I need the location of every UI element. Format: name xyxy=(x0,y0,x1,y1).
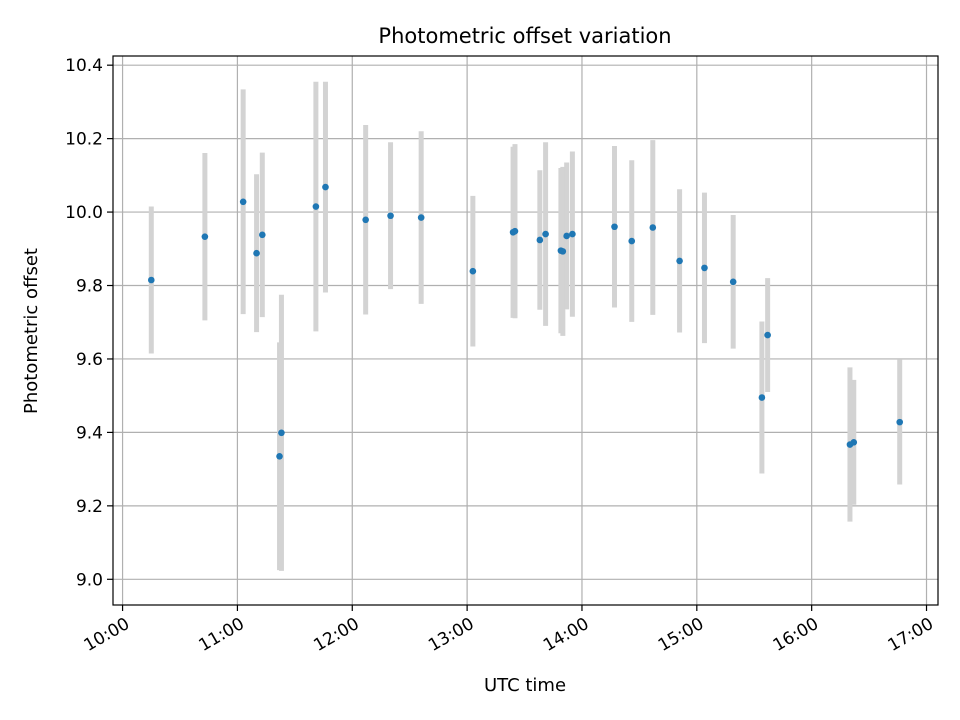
x-tick-label: 15:00 xyxy=(655,614,707,656)
data-point xyxy=(729,278,737,286)
x-tick-label: 10:00 xyxy=(81,614,133,656)
data-point xyxy=(563,232,570,240)
x-axis-label: UTC time xyxy=(484,675,566,696)
data-point xyxy=(253,249,260,257)
data-point xyxy=(701,264,708,272)
data-point xyxy=(850,439,858,446)
data-point xyxy=(322,183,329,191)
data-point xyxy=(312,203,320,210)
y-tick-label: 9.4 xyxy=(76,423,103,443)
plot-frame xyxy=(112,55,939,606)
x-tick-label: 17:00 xyxy=(885,614,937,656)
y-tick-label: 9.6 xyxy=(76,350,103,370)
data-point xyxy=(569,230,576,238)
x-tick-label: 14:00 xyxy=(540,614,592,656)
y-tick-label: 10.2 xyxy=(65,130,103,150)
data-point xyxy=(387,212,394,220)
x-tick-label: 11:00 xyxy=(195,614,247,656)
data-point xyxy=(896,418,904,426)
data-point xyxy=(417,214,425,221)
y-tick-label: 9.0 xyxy=(76,570,103,590)
data-points xyxy=(147,183,904,460)
x-tick-label: 12:00 xyxy=(310,614,362,656)
data-point xyxy=(649,224,657,231)
y-tick-label: 9.8 xyxy=(76,277,103,297)
chart-title: Photometric offset variation xyxy=(378,24,671,48)
data-point xyxy=(511,227,519,235)
data-point xyxy=(362,216,369,224)
data-point xyxy=(278,429,285,437)
grid-lines xyxy=(113,56,938,605)
data-point xyxy=(611,223,618,231)
data-point xyxy=(542,230,549,238)
y-tick-label: 10.4 xyxy=(65,56,103,76)
data-point xyxy=(559,248,567,255)
y-tick-label: 9.2 xyxy=(76,497,103,517)
data-point xyxy=(201,233,209,240)
data-point xyxy=(758,394,766,401)
error-bars xyxy=(148,81,903,571)
x-tick-label: 13:00 xyxy=(425,614,477,656)
data-point xyxy=(676,257,683,265)
data-point xyxy=(259,231,266,239)
x-axis-ticks: 10:00 11:00 12:00 13:00 14:00 15:00 16:00 17:00 xyxy=(81,605,937,656)
data-point xyxy=(764,331,771,339)
data-point xyxy=(628,237,636,245)
x-tick-label: 16:00 xyxy=(770,614,822,656)
data-point xyxy=(536,236,544,244)
data-point xyxy=(239,198,247,206)
y-axis-ticks: 9.0 9.2 9.4 9.6 9.8 10.0 10.2 10.4 xyxy=(65,56,113,590)
y-tick-label: 10.0 xyxy=(65,203,103,223)
data-point xyxy=(147,276,155,284)
data-point xyxy=(276,452,283,460)
data-point xyxy=(469,267,477,275)
y-axis-label: Photometric offset xyxy=(21,248,42,414)
